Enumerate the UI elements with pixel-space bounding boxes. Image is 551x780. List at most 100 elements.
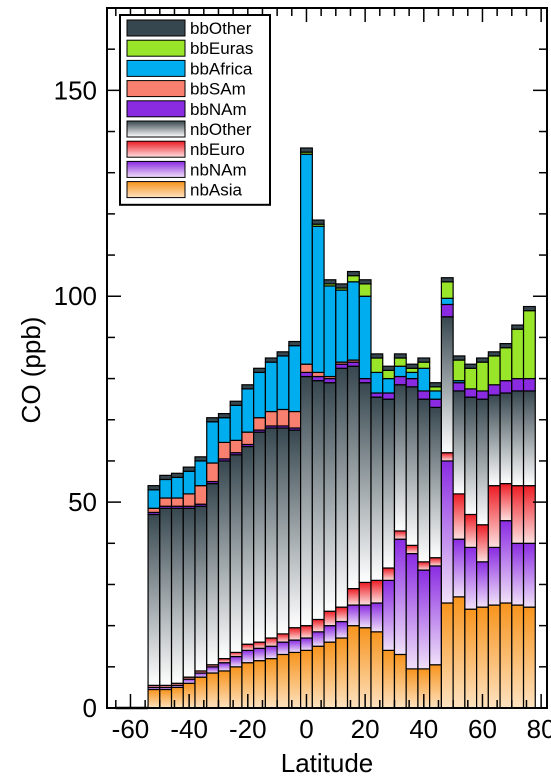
legend-label-bbAfrica: bbAfrica bbox=[190, 59, 253, 78]
bar-nbEuro-68 bbox=[499, 482, 513, 522]
bar-nbNAm-8 bbox=[323, 625, 337, 643]
bar-bbOther--40 bbox=[182, 466, 196, 472]
bar-nbEuro--12 bbox=[264, 637, 278, 647]
bar-nbEuro-24 bbox=[370, 579, 384, 604]
bar-nbEuro-44 bbox=[429, 557, 442, 567]
bar-bbEuras-52 bbox=[452, 359, 466, 382]
axis-tick-labels: -60 -40 -20 0 20 40 60 80 0 50 100 150 bbox=[54, 75, 551, 744]
bar-bbOther-8 bbox=[323, 279, 337, 285]
bar-nbEuro-8 bbox=[323, 610, 337, 627]
bar-bbSAm--44 bbox=[170, 497, 184, 507]
y-axis-label: CO (ppb) bbox=[16, 317, 46, 424]
bar-bbSAm--40 bbox=[182, 493, 196, 507]
bar-nbEuro--20 bbox=[241, 643, 255, 651]
bar-nbOther-8 bbox=[323, 382, 337, 612]
bar-nbOther-20 bbox=[358, 382, 372, 584]
bar-nbEuro-36 bbox=[405, 544, 419, 555]
bar-nbOther-40 bbox=[417, 398, 431, 563]
bar-bbOther-24 bbox=[370, 353, 384, 359]
bar-nbOther--32 bbox=[206, 482, 220, 666]
bar-bbOther--8 bbox=[276, 351, 290, 357]
bar-bbEuras-16 bbox=[346, 275, 360, 283]
bar-nbAsia--8 bbox=[276, 653, 290, 709]
bar-bbNAm-60 bbox=[476, 390, 489, 400]
bar-nbAsia-48 bbox=[440, 602, 454, 709]
plot-border bbox=[106, 7, 548, 709]
bar-nbOther-0 bbox=[300, 375, 313, 627]
bar-nbOther-76 bbox=[522, 390, 536, 487]
bar-nbEuro-16 bbox=[346, 587, 360, 606]
bar-nbNAm-52 bbox=[452, 538, 466, 598]
bar-bbSAm--12 bbox=[264, 410, 278, 427]
bar-nbOther--20 bbox=[241, 445, 255, 645]
x-tick-label--60: -60 bbox=[112, 714, 150, 744]
x-tick-label-0: 0 bbox=[299, 714, 313, 744]
bar-nbNAm-60 bbox=[476, 561, 489, 608]
bar-bbEuras-60 bbox=[476, 361, 489, 392]
bar-bbOther--24 bbox=[229, 400, 243, 406]
bar-bbNAm-20 bbox=[358, 377, 372, 384]
bar-nbOther-24 bbox=[370, 396, 384, 581]
bar-bbAfrica--12 bbox=[264, 361, 278, 413]
bar-nbEuro-52 bbox=[452, 493, 466, 540]
bar-nbEuro-64 bbox=[487, 485, 501, 549]
bar-nbAsia--36 bbox=[194, 676, 208, 709]
bar-bbNAm-64 bbox=[487, 384, 501, 396]
legend-label-nbOther: nbOther bbox=[190, 120, 252, 139]
bar-bbNAm-32 bbox=[393, 375, 407, 386]
x-tick-label-20: 20 bbox=[351, 714, 380, 744]
legend-swatch-nbAsia bbox=[126, 181, 186, 199]
bar-nbAsia-72 bbox=[511, 604, 525, 709]
x-axis-label: Latitude bbox=[281, 748, 374, 778]
bar-nbAsia-12 bbox=[335, 637, 349, 709]
bar-bbEuras-24 bbox=[370, 357, 384, 374]
bar-bbOther-48 bbox=[440, 277, 454, 283]
bar-bbSAm--8 bbox=[276, 408, 290, 427]
bar-nbOther--36 bbox=[194, 505, 208, 672]
bar-nbNAm-36 bbox=[405, 552, 419, 670]
x-tick-label--20: -20 bbox=[229, 714, 267, 744]
bar-nbOther--48 bbox=[159, 507, 173, 686]
bar-nbEuro-32 bbox=[393, 530, 407, 540]
bar-bbAfrica--28 bbox=[217, 417, 231, 444]
bar-bbOther-32 bbox=[393, 353, 407, 359]
bar-nbOther--4 bbox=[288, 429, 302, 629]
bar-bbEuras-72 bbox=[511, 328, 525, 380]
bar-bbAfrica--32 bbox=[206, 421, 220, 464]
legend: bbOtherbbEurasbbAfricabbSAmbbNAmnbOthern… bbox=[119, 14, 271, 206]
bar-nbNAm--20 bbox=[241, 649, 255, 664]
bar-bbSAm--4 bbox=[288, 410, 302, 429]
legend-swatch-bbOther bbox=[126, 19, 186, 37]
bar-nbAsia-68 bbox=[499, 602, 513, 709]
bar-bbAfrica--8 bbox=[276, 355, 290, 411]
legend-label-bbEuras: bbEuras bbox=[190, 39, 253, 58]
bar-bbEuras-20 bbox=[358, 283, 372, 297]
bar-nbNAm-0 bbox=[300, 637, 313, 651]
bar-nbAsia--44 bbox=[170, 686, 184, 709]
bar-nbOther-12 bbox=[335, 367, 349, 608]
bar-bbNAm-56 bbox=[464, 388, 478, 398]
legend-swatch-nbNAm bbox=[126, 160, 186, 178]
bar-bbSAm--36 bbox=[194, 485, 208, 505]
bar-nbNAm--28 bbox=[217, 662, 231, 672]
bar-bbNAm-24 bbox=[370, 392, 384, 398]
legend-swatch-bbNAm bbox=[126, 100, 186, 118]
bar-nbOther-52 bbox=[452, 390, 466, 495]
legend-swatch-bbEuras bbox=[126, 39, 186, 57]
bar-bbAfrica-48 bbox=[440, 297, 454, 306]
bar-bbEuras-68 bbox=[499, 347, 513, 382]
bar-nbNAm-64 bbox=[487, 546, 501, 606]
bar-bbOther-56 bbox=[464, 363, 478, 369]
bar-nbAsia-56 bbox=[464, 608, 478, 709]
bar-nbAsia-60 bbox=[476, 606, 489, 709]
bar-bbOther-0 bbox=[300, 147, 313, 153]
bar-nbAsia--24 bbox=[229, 666, 243, 709]
bar-nbOther--40 bbox=[182, 507, 196, 678]
bar-nbAsia-4 bbox=[311, 645, 325, 709]
bar-bbAfrica--16 bbox=[253, 371, 267, 419]
bar-nbNAm-44 bbox=[429, 565, 442, 666]
bar-nbNAm-68 bbox=[499, 520, 513, 604]
bar-nbAsia-32 bbox=[393, 653, 407, 709]
bar-nbEuro--8 bbox=[276, 633, 290, 643]
bar-nbOther-36 bbox=[405, 386, 419, 546]
